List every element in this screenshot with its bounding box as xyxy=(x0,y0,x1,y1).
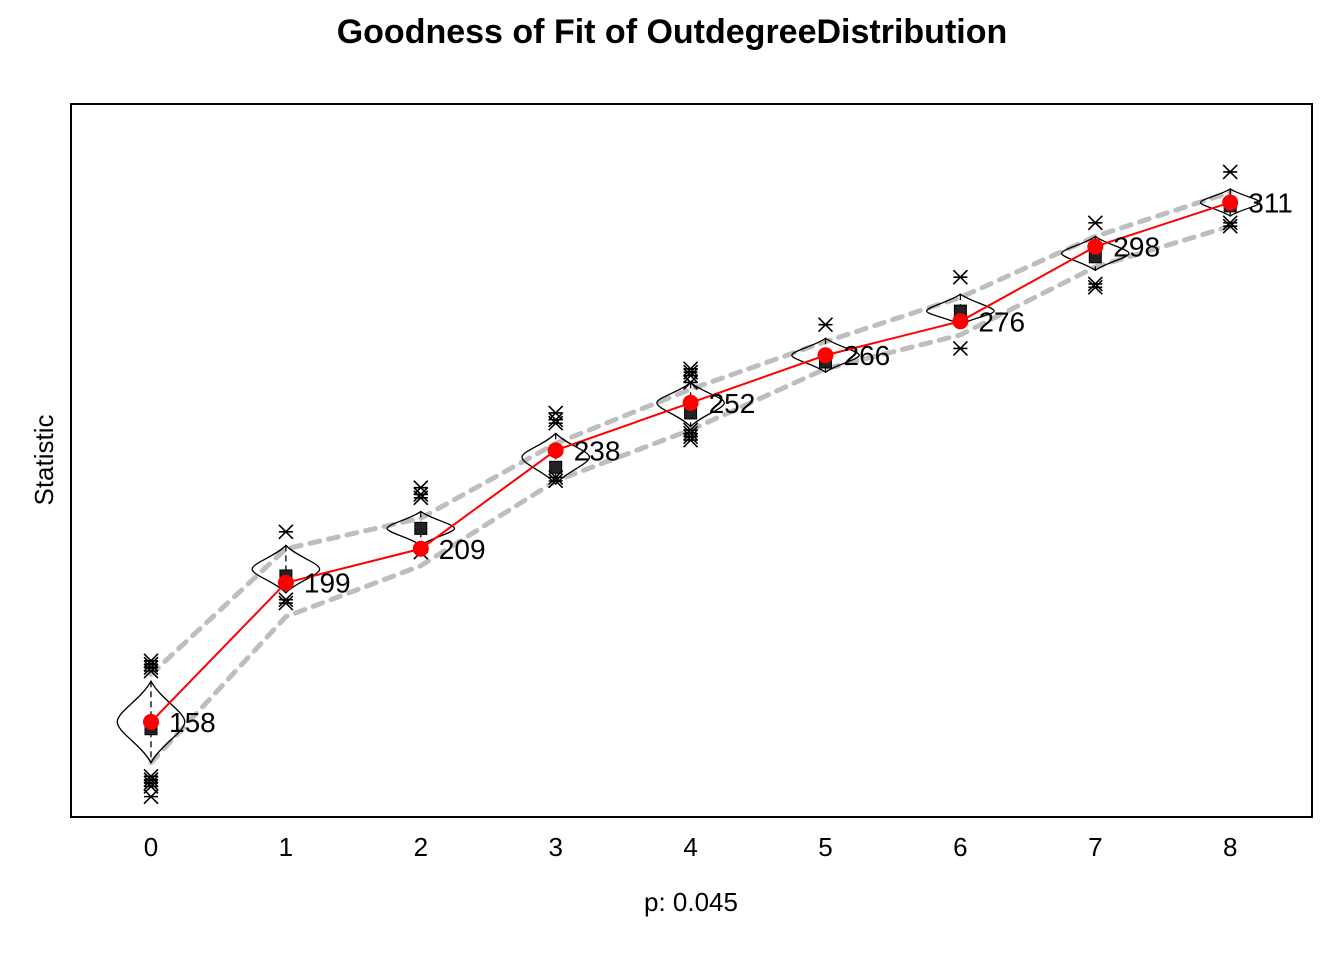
outlier-marker xyxy=(143,660,159,676)
violin-group xyxy=(116,188,1261,765)
outlier-marker xyxy=(1222,218,1238,234)
observed-point-4 xyxy=(682,394,699,411)
outlier-marker xyxy=(683,368,699,384)
observed-point-1 xyxy=(277,574,294,591)
outlier-marker xyxy=(1087,215,1103,231)
outlier-group xyxy=(143,164,1238,805)
observed-value-label-5: 266 xyxy=(844,340,891,371)
violin-5 xyxy=(791,337,860,374)
outlier-marker xyxy=(1087,279,1103,295)
outlier-marker xyxy=(413,490,429,506)
observed-value-label-6: 276 xyxy=(978,306,1025,337)
x-tick-label-7: 7 xyxy=(1088,832,1102,862)
outlier-marker xyxy=(952,269,968,285)
outlier-marker xyxy=(1222,164,1238,180)
x-axis-label: p: 0.045 xyxy=(644,887,738,917)
median-box-2 xyxy=(414,521,428,535)
outlier-marker xyxy=(952,340,968,357)
outlier-marker xyxy=(817,317,834,333)
observed-point-5 xyxy=(817,347,834,364)
outlier-marker xyxy=(683,432,699,448)
chart-title: Goodness of Fit of OutdegreeDistribution xyxy=(337,13,1008,51)
observed-value-label-1: 199 xyxy=(304,568,351,599)
observed-point-3 xyxy=(547,442,564,459)
violin-3 xyxy=(521,432,591,486)
band-lower-line xyxy=(148,223,1233,766)
outlier-marker xyxy=(143,789,159,805)
outlier-marker xyxy=(1222,215,1238,231)
outlier-marker xyxy=(683,425,699,441)
observed-point-0 xyxy=(143,713,159,730)
outlier-marker xyxy=(143,775,159,791)
outlier-marker xyxy=(278,524,294,540)
violin-4 xyxy=(656,381,725,428)
median-box-3 xyxy=(549,460,563,474)
violin-1 xyxy=(251,544,321,594)
outlier-marker xyxy=(548,473,564,489)
observed-value-label-0: 158 xyxy=(169,707,216,738)
outlier-marker xyxy=(143,656,159,672)
outlier-marker xyxy=(413,486,429,503)
observed-point-2 xyxy=(412,540,429,557)
x-tick-label-8: 8 xyxy=(1223,832,1237,862)
outlier-marker xyxy=(683,361,699,377)
observed-value-label-3: 238 xyxy=(574,435,621,466)
observed-value-label-8: 311 xyxy=(1248,187,1293,218)
observed-value-label-4: 252 xyxy=(709,388,756,419)
x-tick-label-4: 4 xyxy=(683,832,697,862)
x-tick-label-3: 3 xyxy=(548,832,562,862)
confidence-band xyxy=(148,189,1233,766)
x-tick-label-6: 6 xyxy=(953,832,967,862)
outlier-marker xyxy=(683,374,699,390)
observed-value-label-7: 298 xyxy=(1113,232,1160,263)
outlier-marker xyxy=(1087,276,1103,292)
outlier-marker xyxy=(143,772,159,788)
violin-8 xyxy=(1199,188,1261,217)
plot-frame xyxy=(70,103,1313,818)
observed-point-6 xyxy=(952,313,969,330)
x-tick-label-2: 2 xyxy=(414,832,428,862)
outlier-marker xyxy=(683,429,699,445)
observed-point-7 xyxy=(1087,238,1104,255)
observed-point-8 xyxy=(1222,194,1239,211)
x-tick-label-1: 1 xyxy=(279,832,293,862)
y-axis-label: Statistic xyxy=(29,414,59,505)
x-axis: 0 1 2 3 4 5 6 7 8 xyxy=(144,832,1238,862)
outlier-marker xyxy=(548,415,564,431)
x-tick-label-5: 5 xyxy=(818,832,832,862)
x-tick-label-0: 0 xyxy=(144,832,158,862)
band-upper-line xyxy=(148,189,1233,677)
outlier-marker xyxy=(548,469,564,486)
violin-7 xyxy=(1060,235,1130,272)
observed-series: 158 199 209 238 252 266 276 298 311 xyxy=(143,187,1293,738)
outlier-marker xyxy=(143,663,159,679)
outlier-marker xyxy=(548,412,564,428)
outlier-marker xyxy=(278,595,294,611)
observed-value-label-2: 209 xyxy=(439,534,486,565)
outlier-marker xyxy=(278,592,294,608)
